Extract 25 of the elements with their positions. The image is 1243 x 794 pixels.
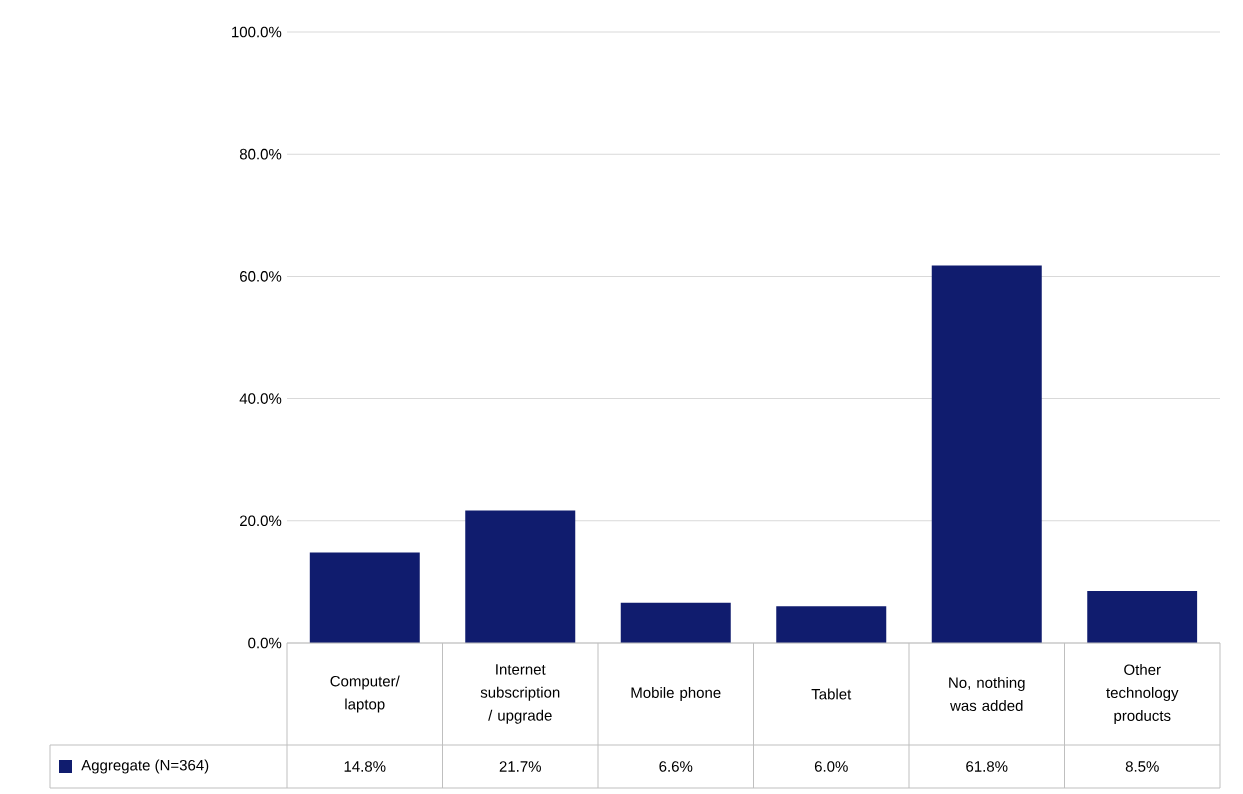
bar xyxy=(309,552,420,643)
bar xyxy=(1087,591,1198,643)
y-tick-label: 0.0% xyxy=(248,637,282,649)
data-label: 6.0% xyxy=(814,761,848,772)
data-label: 6.6% xyxy=(659,761,693,772)
y-tick-label: 40.0% xyxy=(239,393,282,404)
y-tick-label: 100.0% xyxy=(232,26,282,38)
y-tick-label: 20.0% xyxy=(240,515,282,527)
bar xyxy=(620,602,731,643)
x-tick-label: Mobile phone xyxy=(631,686,721,701)
x-tick-label: Computer/ laptop xyxy=(330,675,400,713)
x-tick-label: Tablet xyxy=(811,688,852,700)
data-label: 8.5% xyxy=(1125,761,1159,772)
x-tick-label: Other technology products xyxy=(1106,663,1179,724)
legend-label: Aggregate (N=364) xyxy=(81,759,209,774)
y-tick-label: 60.0% xyxy=(240,271,282,282)
data-label: 21.7% xyxy=(499,761,541,772)
bar xyxy=(931,265,1042,643)
x-tick-label: No, nothing was added xyxy=(949,676,1025,711)
bar xyxy=(465,510,576,643)
bar xyxy=(776,606,887,643)
x-tick-label: Internet subscription / upgrade xyxy=(480,664,560,724)
y-tick-label: 80.0% xyxy=(239,148,282,160)
data-label: 14.8% xyxy=(344,761,386,772)
data-label: 61.8% xyxy=(966,761,1008,772)
